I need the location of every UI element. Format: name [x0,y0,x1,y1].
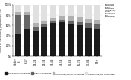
Bar [24,15,30,29]
Bar [77,5,83,17]
Bar [15,34,21,56]
Bar [32,23,39,27]
Bar [32,5,39,23]
Bar [68,16,74,21]
Bar [41,24,48,27]
Bar [77,17,83,22]
Bar [59,22,65,56]
Bar [50,18,56,21]
Bar [59,16,65,20]
Bar [85,5,92,19]
Bar [50,21,56,23]
Bar [94,29,100,56]
Bar [68,24,74,56]
Bar [94,20,100,24]
Bar [94,24,100,29]
Bar [68,21,74,24]
Bar [15,5,21,12]
Bar [24,29,30,56]
Bar [50,5,56,18]
Text: Employer
Coverage
Public
Coverage
Individual/
Other
Uninsured
(No
Coverage): Employer Coverage Public Coverage Indivi… [105,4,116,17]
Bar [59,20,65,22]
Bar [77,22,83,25]
Bar [41,27,48,56]
Bar [50,23,56,56]
Bar [85,23,92,28]
Bar [94,5,100,20]
Bar [59,5,65,16]
Bar [15,15,21,34]
Y-axis label: Share of nonelderly population (%): Share of nonelderly population (%) [0,8,3,52]
Bar [68,5,74,16]
Bar [77,25,83,56]
Bar [32,31,39,56]
Bar [41,5,48,21]
Bar [85,19,92,23]
Bar [41,21,48,24]
Bar [32,27,39,31]
Bar [24,12,30,15]
Legend: Employer Coverage, Public Coverage, Individual/Other Coverage, Uninsured/No Cove: Employer Coverage, Public Coverage, Indi… [5,72,114,75]
Bar [85,28,92,56]
Bar [24,5,30,12]
Bar [15,12,21,15]
